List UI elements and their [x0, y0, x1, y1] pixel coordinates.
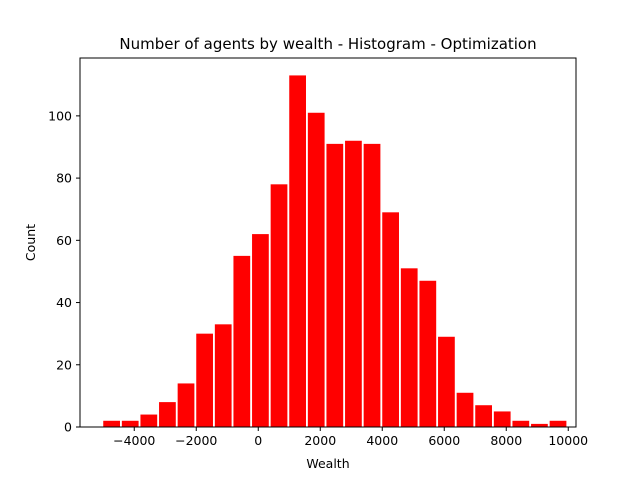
- histogram-bar: [512, 420, 530, 427]
- histogram-bar: [140, 414, 158, 427]
- y-tick-label: 20: [56, 357, 72, 372]
- histogram-bar: [400, 268, 418, 427]
- y-tick-label: 0: [64, 420, 72, 435]
- histogram-bar: [493, 411, 511, 427]
- histogram-bar: [438, 336, 455, 427]
- x-tick-label: 6000: [428, 433, 460, 448]
- histogram-bar: [307, 112, 325, 427]
- histogram-bar: [177, 383, 195, 427]
- histogram-bar: [363, 143, 381, 427]
- histogram-bar: [159, 402, 176, 427]
- y-axis-ticks: 0 20 40 60 80 100: [48, 108, 80, 435]
- axes-frame: [79, 57, 577, 428]
- histogram-bar: [270, 184, 288, 427]
- chart-title: Number of agents by wealth - Histogram -…: [119, 35, 536, 53]
- x-tick-label: −2000: [175, 433, 217, 448]
- y-tick-label: 100: [48, 108, 72, 123]
- x-tick-label: 0: [254, 433, 262, 448]
- histogram-bar: [233, 255, 251, 427]
- histogram-bar: [531, 423, 548, 427]
- x-tick-label: 8000: [490, 433, 522, 448]
- histogram-bar: [345, 140, 362, 427]
- histogram-bar: [549, 420, 567, 427]
- histogram-bar: [196, 333, 213, 427]
- x-axis-ticks: −4000 −2000 0 2000 4000 6000 8000 10000: [113, 427, 588, 448]
- x-tick-label: 10000: [548, 433, 588, 448]
- y-axis-title: Count: [23, 224, 38, 261]
- histogram-bar: [121, 420, 139, 427]
- histogram-bar: [419, 280, 437, 427]
- x-tick-label: 2000: [304, 433, 336, 448]
- histogram-bar: [456, 392, 474, 427]
- histogram-bar: [382, 212, 399, 427]
- x-tick-label: 4000: [366, 433, 398, 448]
- histogram-bar: [103, 420, 120, 427]
- y-tick-label: 40: [56, 295, 72, 310]
- histogram-bar: [475, 405, 492, 427]
- bars-group: [103, 75, 567, 428]
- y-tick-label: 80: [56, 171, 72, 186]
- histogram-bar: [252, 234, 269, 427]
- x-axis-title: Wealth: [306, 456, 349, 471]
- histogram-bar: [326, 143, 344, 427]
- histogram-bar: [289, 75, 306, 428]
- x-tick-label: −4000: [113, 433, 155, 448]
- histogram-bar: [214, 324, 232, 427]
- y-tick-label: 60: [56, 233, 72, 248]
